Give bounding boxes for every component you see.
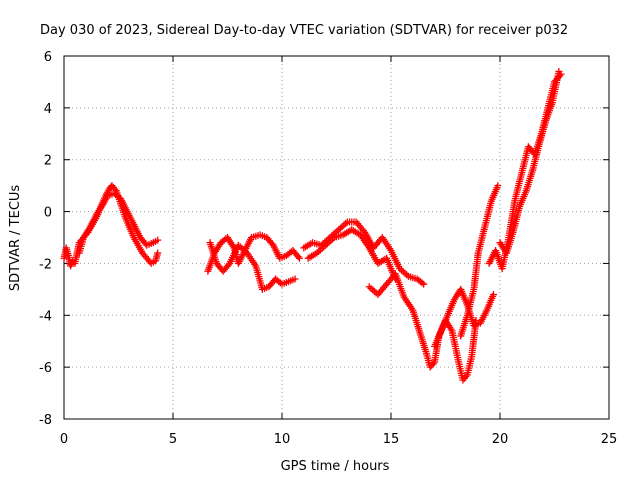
data-point-marker (401, 269, 409, 277)
tick-labels: 0 5 10 15 20 25 -8 -6 -4 -2 0 2 4 6 (39, 50, 617, 447)
x-tick-label: 0 (60, 432, 68, 447)
data-point-marker (294, 253, 302, 261)
x-tick-label: 20 (492, 432, 509, 447)
x-tick-label: 5 (169, 432, 177, 447)
x-tick-label: 10 (274, 432, 291, 447)
data-point-marker (489, 291, 497, 299)
data-point-marker (291, 275, 299, 283)
y-tick-label: 4 (44, 102, 52, 117)
data-point-marker (336, 224, 344, 232)
y-tick-label: 2 (44, 154, 52, 169)
data-point-marker (369, 286, 377, 294)
data-point-marker (399, 268, 407, 276)
data-point-marker (342, 219, 350, 227)
y-axis-title: SDTVAR / TECUs (8, 185, 23, 292)
y-tick-label: -4 (39, 309, 52, 324)
data-point-marker (338, 223, 346, 231)
data-point-marker (418, 279, 426, 287)
axis-ticks (63, 55, 610, 420)
grid-lines (64, 56, 609, 419)
data-point-marker (367, 284, 375, 292)
data-point-marker (365, 283, 373, 291)
data-point-marker (420, 280, 428, 288)
data-point-marker (555, 68, 563, 76)
y-tick-label: 6 (44, 50, 52, 65)
data-point-marker (370, 287, 378, 295)
y-tick-label: 0 (44, 206, 52, 221)
data-point-marker (316, 246, 324, 254)
chart-title: Day 030 of 2023, Sidereal Day-to-day VTE… (40, 23, 568, 38)
y-tick-label: -8 (39, 413, 52, 428)
data-point-marker (340, 221, 348, 229)
data-point-marker (295, 254, 303, 262)
data-point-marker (154, 236, 162, 244)
y-tick-label: -2 (39, 257, 52, 272)
x-tick-label: 15 (383, 432, 400, 447)
data-point-marker (154, 249, 162, 257)
y-tick-label: -6 (39, 361, 52, 376)
x-tick-label: 25 (601, 432, 618, 447)
data-point-marker (494, 182, 502, 190)
data-point-marker (224, 261, 232, 269)
plot-frame (63, 55, 610, 420)
data-points (60, 68, 565, 384)
x-axis-title: GPS time / hours (281, 459, 390, 474)
